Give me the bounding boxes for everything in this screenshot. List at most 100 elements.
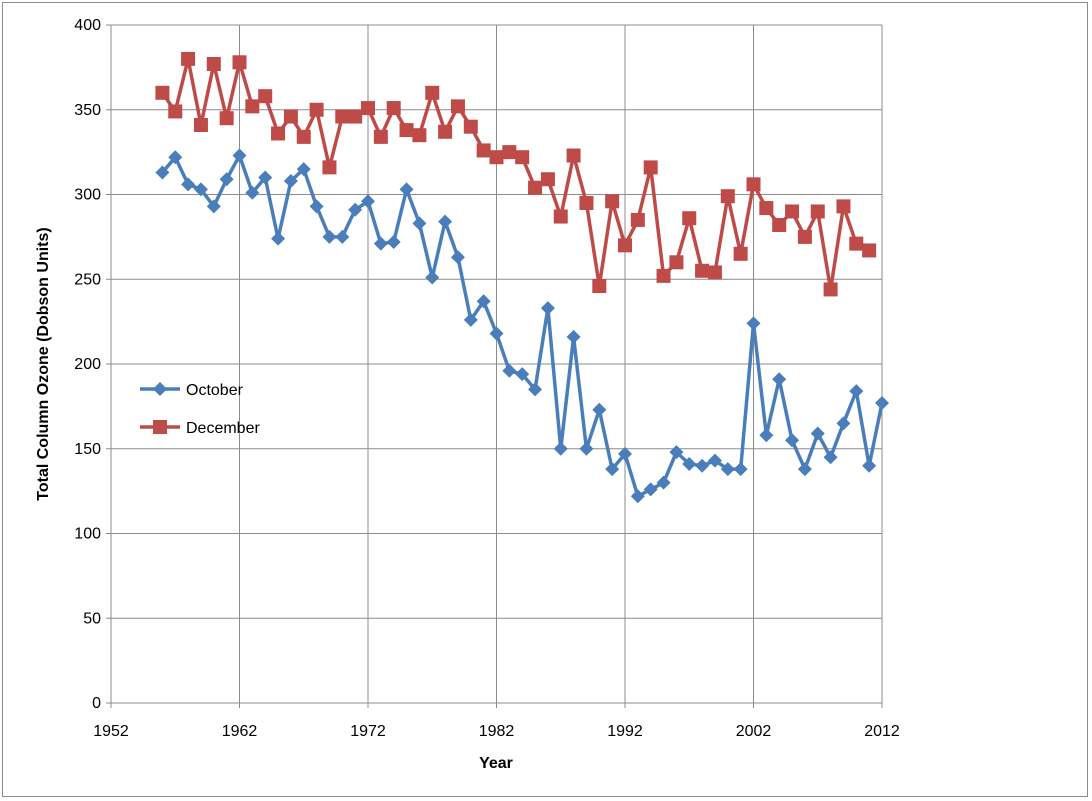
legend-label: December (186, 420, 260, 437)
x-tick-label: 1972 (350, 723, 386, 740)
october-point (438, 214, 453, 229)
october-point (810, 426, 825, 441)
legend-swatch-marker (153, 420, 167, 434)
october-point (206, 199, 221, 214)
december-point (373, 129, 388, 144)
series-december (155, 51, 877, 297)
october-point (348, 202, 363, 217)
axes (106, 24, 883, 708)
tick-labels: 0 50 100 150 200 250 300 350 400 1952 1962 1972 1982… (74, 17, 900, 740)
y-tick-label: 250 (74, 271, 101, 288)
december-point (592, 279, 607, 294)
y-tick-label: 300 (74, 187, 101, 204)
october-point (515, 367, 530, 382)
october-point (232, 148, 247, 163)
december-point (605, 194, 620, 209)
october-point (669, 445, 684, 460)
october-point (875, 395, 889, 410)
october-point (296, 162, 311, 177)
october-point (849, 384, 864, 399)
october-point (271, 231, 286, 246)
october-point (823, 450, 838, 465)
october-point (258, 170, 273, 185)
x-tick-label: 1952 (93, 723, 129, 740)
december-point (836, 199, 851, 214)
october-point (707, 453, 722, 468)
october-point (450, 250, 465, 265)
december-point (746, 177, 761, 192)
y-tick-label: 350 (74, 102, 101, 119)
october-point (283, 173, 298, 188)
october-point (361, 194, 375, 209)
october-point (181, 177, 196, 192)
october-point (618, 446, 632, 461)
october-point (785, 433, 800, 448)
december-point (322, 160, 337, 175)
y-tick-label: 100 (74, 526, 101, 543)
x-tick-label: 2002 (736, 723, 772, 740)
december-point (785, 204, 800, 219)
december-point (412, 128, 427, 143)
y-axis-title: Total Column Ozone (Dobson Units) (35, 227, 52, 500)
x-tick-label: 1982 (479, 723, 515, 740)
october-point (322, 229, 337, 244)
december-point (425, 85, 440, 100)
x-tick-label: 2012 (864, 723, 900, 740)
october-point (155, 165, 170, 180)
december-point (335, 109, 350, 124)
october-point (630, 489, 645, 504)
december-point (399, 123, 414, 138)
october-point (386, 234, 401, 249)
december-point (720, 189, 735, 204)
october-point (772, 372, 787, 387)
grid (110, 24, 883, 704)
december-point (258, 89, 273, 104)
december-point (849, 236, 864, 251)
october-point (399, 182, 414, 197)
october-point (373, 236, 388, 251)
december-point (155, 85, 170, 100)
october-point (759, 428, 774, 443)
legend-item-october: October (140, 382, 244, 399)
y-tick-label: 400 (74, 17, 101, 34)
x-axis-title: Year (479, 755, 513, 772)
december-point (823, 282, 838, 297)
december-point (386, 101, 401, 116)
december-point (643, 160, 658, 175)
october-point (489, 326, 504, 341)
december-point (515, 150, 530, 165)
december-point (245, 99, 260, 114)
december-point (502, 145, 517, 160)
october-point (695, 458, 710, 473)
december-point (271, 126, 286, 141)
december-point (669, 255, 684, 270)
december-point (566, 148, 581, 163)
october-point (592, 402, 607, 417)
x-tick-label: 1962 (222, 723, 258, 740)
legend-item-december: December (140, 420, 260, 437)
december-point (528, 180, 543, 195)
october-point (528, 382, 543, 397)
december-point (759, 201, 774, 216)
december-point (283, 109, 298, 124)
october-point (746, 316, 761, 331)
series-group (155, 51, 889, 504)
october-line (161, 153, 884, 498)
october-point (219, 172, 234, 187)
october-point (682, 457, 697, 472)
legend-label: October (186, 382, 244, 399)
december-point (348, 109, 363, 124)
series-october (155, 148, 889, 504)
december-point (463, 119, 478, 134)
october-point (553, 441, 568, 456)
december-point (707, 265, 722, 280)
december-point (309, 102, 324, 117)
december-point (553, 209, 568, 224)
december-point (361, 101, 375, 116)
december-point (630, 212, 645, 227)
december-point (476, 143, 491, 158)
october-point (656, 475, 671, 490)
december-point (682, 211, 697, 226)
december-point (232, 55, 247, 70)
